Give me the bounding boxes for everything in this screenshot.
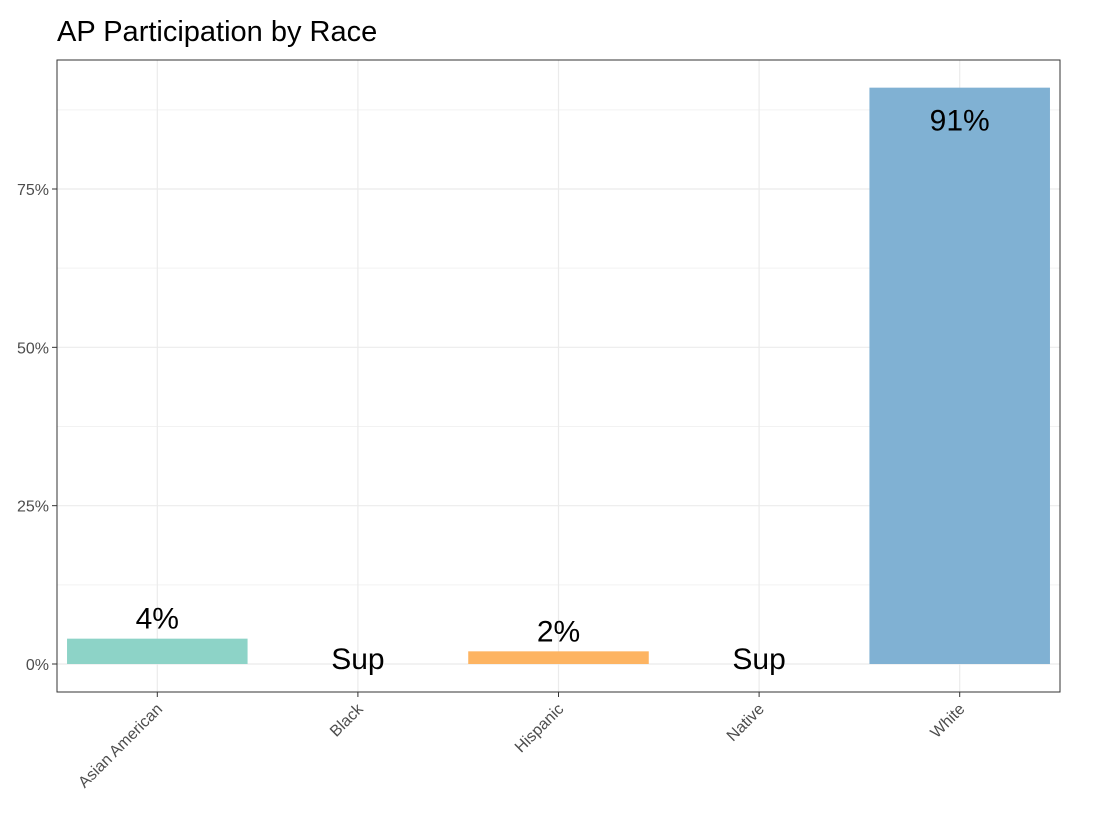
bar-asian-american xyxy=(67,638,248,664)
x-tick-label: Black xyxy=(327,700,367,740)
y-tick-label: 50% xyxy=(17,340,49,357)
x-tick-label: Hispanic xyxy=(512,701,567,756)
bar-hispanic xyxy=(468,651,649,664)
bar-white xyxy=(869,87,1050,664)
y-tick-label: 25% xyxy=(17,499,49,516)
x-tick-label: White xyxy=(928,701,969,742)
data-label: 91% xyxy=(930,105,990,138)
x-tick-label: Asian American xyxy=(75,701,166,792)
y-tick-label: 75% xyxy=(17,182,49,199)
chart-title: AP Participation by Race xyxy=(57,16,378,48)
data-label: 2% xyxy=(537,615,580,648)
data-label: Sup xyxy=(331,643,384,676)
y-tick-label: 0% xyxy=(26,657,49,674)
data-label: 4% xyxy=(136,603,179,636)
data-label: Sup xyxy=(732,643,785,676)
x-tick-label: Native xyxy=(724,701,768,745)
